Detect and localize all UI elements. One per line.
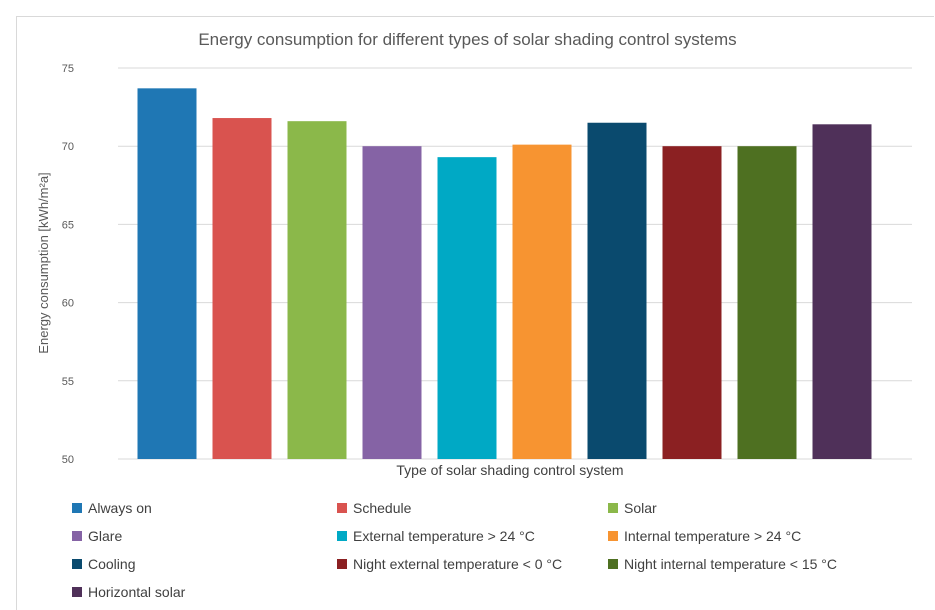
bar-9 [738,146,797,459]
legend-swatch [608,559,618,569]
y-tick-label: 55 [62,376,74,388]
legend-label: External temperature > 24 °C [353,528,535,544]
legend-swatch [72,503,82,513]
legend-swatch [72,587,82,597]
legend-swatch [608,503,618,513]
y-tick-label: 65 [62,219,74,231]
bar-5 [438,157,497,459]
legend-item: Always on [72,500,152,516]
legend-item: Schedule [337,500,411,516]
legend-label: Always on [88,500,152,516]
legend-label: Solar [624,500,657,516]
legend-item: Internal temperature > 24 °C [608,528,801,544]
y-tick-label: 60 [62,298,74,310]
bar-6 [513,145,572,459]
legend-item: Solar [608,500,657,516]
legend-swatch [337,503,347,513]
legend-swatch [608,531,618,541]
legend-label: Internal temperature > 24 °C [624,528,801,544]
legend-item: Cooling [72,556,135,572]
x-axis-title: Type of solar shading control system [120,462,900,478]
legend-label: Glare [88,528,122,544]
legend-item: Night external temperature < 0 °C [337,556,562,572]
legend-label: Night external temperature < 0 °C [353,556,562,572]
bar-10 [813,124,872,459]
bar-3 [288,121,347,459]
y-axis-title: Energy consumption [kWh/m²a] [36,143,54,383]
bar-7 [588,123,647,459]
legend-item: Night internal temperature < 15 °C [608,556,837,572]
legend-swatch [72,559,82,569]
bar-8 [663,146,722,459]
legend-item: External temperature > 24 °C [337,528,535,544]
bar-1 [138,88,197,459]
legend-swatch [72,531,82,541]
y-tick-label: 70 [62,141,74,153]
legend-swatch [337,531,347,541]
legend-label: Cooling [88,556,135,572]
legend-swatch [337,559,347,569]
y-tick-label: 75 [62,63,74,75]
legend-label: Schedule [353,500,411,516]
y-tick-label: 50 [62,454,74,466]
legend-label: Horizontal solar [88,584,185,600]
legend-item: Glare [72,528,122,544]
legend-item: Horizontal solar [72,584,185,600]
legend-label: Night internal temperature < 15 °C [624,556,837,572]
bar-2 [213,118,272,459]
bar-4 [363,146,422,459]
